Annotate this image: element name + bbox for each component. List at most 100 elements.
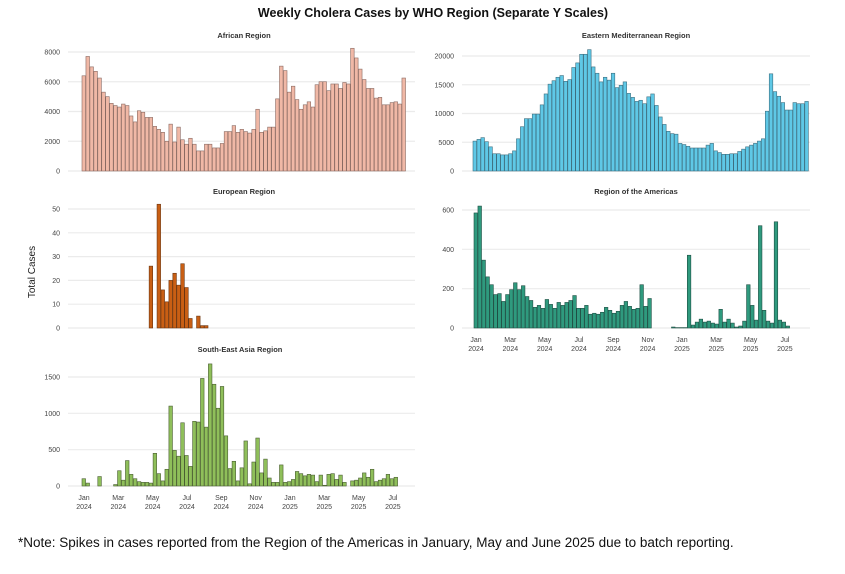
x-tick-year: 2024 — [76, 504, 92, 511]
bar — [738, 325, 743, 329]
bar — [540, 308, 546, 329]
bar — [713, 150, 718, 172]
bar — [358, 477, 363, 487]
bar — [544, 299, 549, 329]
bar — [389, 478, 394, 487]
bar — [287, 481, 292, 487]
bar — [642, 103, 647, 172]
bar — [532, 307, 538, 329]
bar — [385, 104, 390, 172]
bar — [93, 71, 98, 172]
bar — [639, 284, 644, 329]
bar — [504, 154, 509, 172]
bar — [643, 306, 648, 329]
y-tick-label: 200 — [442, 286, 454, 293]
bar — [670, 133, 675, 172]
y-tick-label: 0 — [56, 169, 60, 176]
bar — [117, 106, 122, 172]
bar — [370, 468, 375, 487]
bar — [314, 481, 319, 487]
bar — [584, 305, 589, 329]
bar — [89, 66, 94, 172]
bar — [622, 81, 627, 172]
bar — [156, 473, 161, 487]
bar — [781, 321, 786, 329]
bar — [734, 326, 739, 329]
bar — [626, 93, 631, 172]
y-tick-label: 10 — [52, 302, 60, 309]
bar — [97, 476, 102, 487]
bar — [496, 153, 501, 172]
bar — [611, 312, 617, 329]
bar — [176, 455, 181, 487]
bar — [500, 154, 505, 172]
bar — [547, 83, 552, 172]
bar — [758, 225, 763, 329]
bar — [180, 139, 185, 172]
bar — [769, 322, 775, 329]
bar — [689, 147, 695, 172]
bar — [746, 284, 751, 329]
bar — [497, 293, 502, 329]
bar — [196, 150, 201, 172]
x-tick-month: Sep — [215, 495, 228, 502]
bar — [370, 88, 375, 172]
bar — [251, 461, 256, 487]
bar — [148, 117, 153, 172]
bar — [251, 129, 256, 172]
bar — [180, 263, 185, 329]
bar — [702, 321, 707, 329]
panel-title: European Region — [213, 187, 276, 196]
bar — [306, 101, 311, 172]
bar — [164, 301, 169, 329]
bar — [152, 452, 157, 487]
bar — [125, 460, 130, 487]
bar — [366, 88, 371, 172]
bar — [749, 144, 754, 172]
bar — [334, 83, 339, 172]
y-tick-label: 6000 — [44, 79, 60, 86]
bar — [567, 79, 572, 172]
bar — [330, 83, 335, 172]
panel-eastern-mediterranean: Eastern Mediterranean Region 0 5000 10000 1… — [435, 31, 810, 176]
bar — [773, 221, 779, 329]
bar — [172, 141, 177, 172]
bar — [535, 113, 541, 172]
bar — [227, 468, 232, 487]
bar — [330, 473, 335, 487]
bar — [631, 309, 636, 329]
panel-title: South-East Asia Region — [198, 345, 283, 354]
bar — [717, 152, 722, 172]
bar — [239, 467, 244, 487]
bar — [137, 110, 142, 172]
bar — [200, 325, 205, 329]
x-tick-month: Mar — [710, 337, 723, 344]
bar — [674, 133, 679, 172]
x-tick-year: 2025 — [385, 504, 401, 511]
bar — [105, 96, 110, 172]
bar — [342, 82, 347, 172]
bar — [168, 405, 173, 487]
bar — [401, 77, 406, 172]
bar — [737, 151, 742, 172]
bar — [600, 311, 605, 329]
bar — [133, 478, 138, 487]
y-tick-label: 1000 — [44, 411, 60, 418]
bar — [725, 154, 730, 172]
bar — [283, 70, 288, 172]
bar — [338, 474, 343, 487]
y-tick-label: 2000 — [44, 139, 60, 146]
x-tick-year: 2024 — [640, 346, 656, 353]
bar — [219, 386, 225, 487]
bar — [512, 150, 517, 172]
bar — [509, 289, 514, 329]
chart-title: Weekly Cholera Cases by WHO Region (Sepa… — [258, 6, 608, 20]
bar — [314, 84, 319, 172]
y-tick-label: 10000 — [435, 111, 455, 118]
bar — [144, 117, 150, 172]
x-tick-year: 2025 — [777, 346, 793, 353]
bar — [156, 203, 161, 329]
bar — [200, 150, 205, 172]
bar — [587, 49, 592, 172]
bar — [564, 302, 569, 329]
